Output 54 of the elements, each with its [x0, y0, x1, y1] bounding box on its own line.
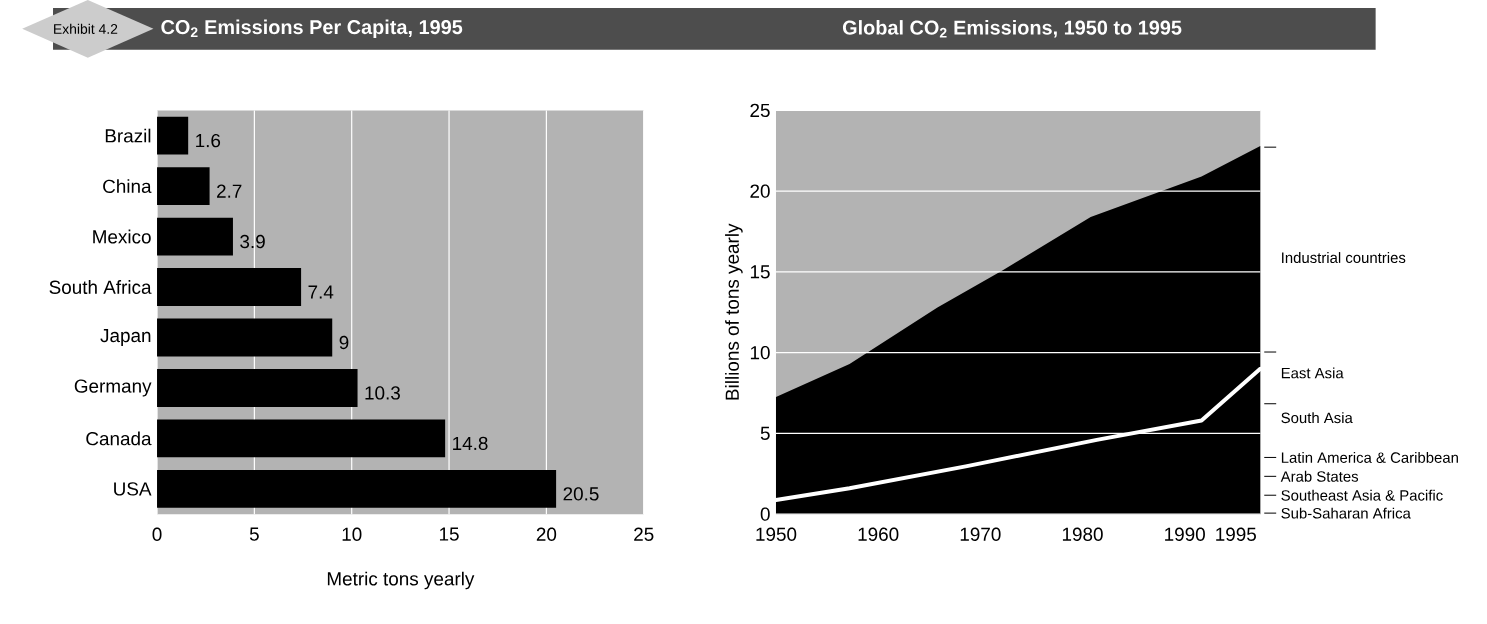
- y-tick-label: Mexico: [93, 229, 151, 244]
- bar: [157, 116, 189, 155]
- data-label: 2.7: [217, 184, 242, 198]
- x-tick-label: 20: [536, 527, 557, 542]
- y-tick-label: 10: [750, 346, 770, 360]
- bar: [157, 167, 210, 206]
- data-label: 14.8: [453, 436, 488, 451]
- x-tick-label: 1960: [858, 527, 899, 542]
- text: Sub-Saharan Africa: [1281, 507, 1411, 519]
- x-tick-label: 1950: [756, 527, 797, 542]
- bar: [157, 217, 233, 256]
- bar: [157, 419, 446, 458]
- x-tick-label: 25: [634, 527, 654, 542]
- y-tick-label: South Africa: [49, 280, 152, 295]
- data-label: 10.3: [365, 386, 400, 400]
- text: Exhibit 4.2: [54, 23, 118, 35]
- x-tick-label: 5: [249, 527, 259, 541]
- bar: [157, 470, 557, 509]
- y-tick-label: Japan: [100, 329, 151, 347]
- x-tick-label: 10: [342, 527, 362, 542]
- text: Arab States: [1280, 471, 1359, 483]
- data-label: 20.5: [563, 487, 599, 501]
- data-label: 3.9: [240, 235, 265, 249]
- y-tick-label: 5: [760, 427, 770, 441]
- x-tick-label: 1995: [1216, 527, 1256, 542]
- x-tick-label: 0: [152, 527, 162, 542]
- y-tick-label: China: [103, 179, 152, 194]
- y-tick-label: Brazil: [105, 128, 151, 143]
- y-tick-label: 20: [750, 184, 770, 199]
- text: Southeast Asia & Pacific: [1281, 489, 1443, 501]
- y-tick-label: 15: [750, 265, 770, 279]
- bar: [157, 268, 302, 307]
- x-axis-title: Metric tons yearly: [327, 571, 475, 590]
- text: Industrial countries: [1282, 252, 1406, 264]
- bar: [157, 369, 358, 408]
- data-label: 9: [339, 336, 349, 350]
- x-tick-label: 1970: [960, 527, 1001, 542]
- data-label: 1.6: [196, 134, 221, 148]
- data-label: 7.4: [308, 285, 334, 299]
- chart-title: Global CO$_{2}$ Emissions, 1950 to 1995: [842, 20, 1182, 38]
- text: Latin America & Caribbean: [1281, 452, 1458, 464]
- x-tick-label: 15: [439, 527, 459, 541]
- chart-title: CO$_{2}$ Emissions Per Capita, 1995: [161, 19, 463, 39]
- y-tick-label: 0: [760, 507, 770, 522]
- y-tick-label: 25: [750, 103, 770, 118]
- y-tick-label: Canada: [86, 431, 152, 446]
- text: East Asia: [1281, 367, 1344, 379]
- text: South Asia: [1281, 412, 1353, 424]
- bar: [157, 318, 333, 357]
- y-tick-label: Germany: [74, 379, 152, 397]
- y-axis-title: Billions of tons yearly: [725, 223, 743, 400]
- y-tick-label: USA: [114, 482, 152, 496]
- x-tick-label: 1990: [1165, 527, 1205, 542]
- x-tick-label: 1980: [1062, 527, 1103, 542]
